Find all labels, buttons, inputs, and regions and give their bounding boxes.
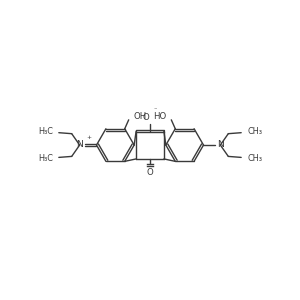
- Text: OH: OH: [134, 112, 147, 122]
- Text: +: +: [87, 135, 92, 140]
- Text: N: N: [218, 140, 224, 149]
- Text: H₃C: H₃C: [38, 154, 53, 163]
- Text: CH₃: CH₃: [247, 154, 262, 163]
- Text: N: N: [76, 140, 83, 149]
- Text: O: O: [147, 168, 153, 177]
- Text: H₃C: H₃C: [38, 127, 53, 136]
- Text: O: O: [142, 113, 149, 122]
- Text: ⁻: ⁻: [154, 107, 157, 113]
- Text: HO: HO: [153, 112, 166, 122]
- Text: CH₃: CH₃: [247, 127, 262, 136]
